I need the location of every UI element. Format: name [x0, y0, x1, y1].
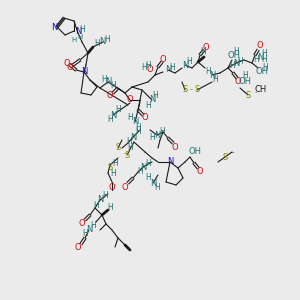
- Text: -: -: [255, 89, 257, 95]
- Text: O: O: [122, 182, 128, 191]
- Text: O: O: [79, 220, 85, 229]
- Text: S: S: [107, 164, 112, 172]
- Text: S: S: [116, 143, 121, 152]
- Text: O: O: [172, 142, 178, 152]
- Text: H: H: [107, 202, 113, 211]
- Text: N: N: [209, 70, 215, 80]
- Text: H: H: [90, 221, 96, 230]
- Text: H: H: [145, 100, 151, 109]
- Text: S: S: [222, 152, 228, 161]
- Text: O: O: [257, 41, 263, 50]
- Text: H: H: [137, 167, 143, 176]
- Text: H: H: [94, 40, 100, 49]
- Text: H: H: [110, 169, 116, 178]
- Text: N: N: [97, 196, 103, 205]
- Text: N: N: [165, 65, 171, 74]
- Text: H: H: [145, 158, 151, 167]
- Text: H: H: [127, 113, 133, 122]
- Text: H: H: [205, 68, 211, 76]
- Text: H: H: [154, 182, 160, 191]
- Text: H: H: [242, 71, 248, 80]
- Text: -: -: [190, 85, 193, 94]
- Text: H: H: [186, 58, 192, 67]
- Text: N: N: [75, 26, 81, 35]
- Text: H: H: [110, 80, 116, 89]
- Text: S: S: [124, 151, 130, 160]
- Text: O: O: [109, 184, 115, 193]
- Text: N: N: [81, 68, 87, 76]
- Text: H: H: [79, 25, 85, 34]
- Text: H: H: [141, 64, 147, 73]
- Text: H: H: [169, 62, 175, 71]
- Text: N: N: [149, 95, 155, 104]
- Text: N: N: [86, 226, 92, 235]
- Text: H: H: [82, 230, 88, 238]
- Text: O: O: [142, 113, 148, 122]
- Text: O: O: [147, 65, 153, 74]
- Text: O: O: [127, 95, 133, 104]
- Text: H: H: [127, 143, 133, 152]
- Text: N: N: [154, 130, 160, 140]
- Text: N: N: [233, 58, 239, 68]
- Text: H: H: [253, 56, 259, 64]
- Text: N: N: [132, 118, 138, 127]
- Text: H: H: [77, 34, 83, 40]
- Text: O: O: [107, 92, 113, 100]
- Text: OH: OH: [188, 148, 202, 157]
- Text: H: H: [145, 173, 151, 182]
- Text: H: H: [115, 106, 121, 115]
- Text: H: H: [159, 128, 165, 136]
- Text: S: S: [194, 85, 200, 94]
- Text: O: O: [67, 64, 73, 73]
- Text: H: H: [145, 61, 151, 70]
- Text: H: H: [104, 35, 110, 44]
- Text: S: S: [245, 91, 250, 100]
- Text: N: N: [167, 158, 173, 166]
- Text: H: H: [126, 137, 132, 146]
- Text: H: H: [200, 47, 206, 56]
- Text: H: H: [233, 46, 239, 56]
- Text: N: N: [140, 163, 146, 172]
- Text: H: H: [261, 50, 267, 58]
- Text: H: H: [112, 158, 118, 167]
- Text: OH: OH: [238, 77, 251, 86]
- Text: O: O: [75, 244, 81, 253]
- Text: H: H: [212, 74, 218, 83]
- Text: N: N: [182, 61, 188, 70]
- Text: N: N: [51, 22, 57, 32]
- Text: H: H: [102, 190, 108, 200]
- Text: N: N: [99, 38, 105, 46]
- Text: H: H: [93, 200, 99, 209]
- Text: N: N: [105, 77, 111, 86]
- Text: N: N: [110, 110, 116, 119]
- Text: H: H: [71, 37, 76, 43]
- Text: O: O: [197, 167, 203, 176]
- Text: H: H: [135, 122, 141, 131]
- Text: H: H: [237, 56, 243, 65]
- Text: H: H: [262, 62, 268, 71]
- Text: H: H: [135, 128, 141, 136]
- Text: OH: OH: [256, 68, 268, 76]
- Text: S: S: [182, 85, 188, 94]
- Text: N: N: [130, 133, 136, 142]
- Text: H: H: [101, 76, 107, 85]
- Text: H: H: [152, 91, 158, 100]
- Text: OH: OH: [227, 52, 241, 61]
- Text: N: N: [150, 178, 156, 188]
- Text: H: H: [229, 61, 235, 70]
- Text: H: H: [149, 134, 155, 142]
- Text: O: O: [64, 58, 70, 68]
- Text: O: O: [235, 76, 241, 85]
- Text: .: .: [122, 148, 124, 157]
- Text: CH: CH: [255, 85, 267, 94]
- Text: N: N: [257, 52, 263, 62]
- Text: -: -: [232, 149, 234, 155]
- Text: H: H: [261, 56, 267, 64]
- Text: O: O: [203, 43, 209, 52]
- Text: H: H: [107, 116, 113, 124]
- Text: O: O: [160, 55, 166, 64]
